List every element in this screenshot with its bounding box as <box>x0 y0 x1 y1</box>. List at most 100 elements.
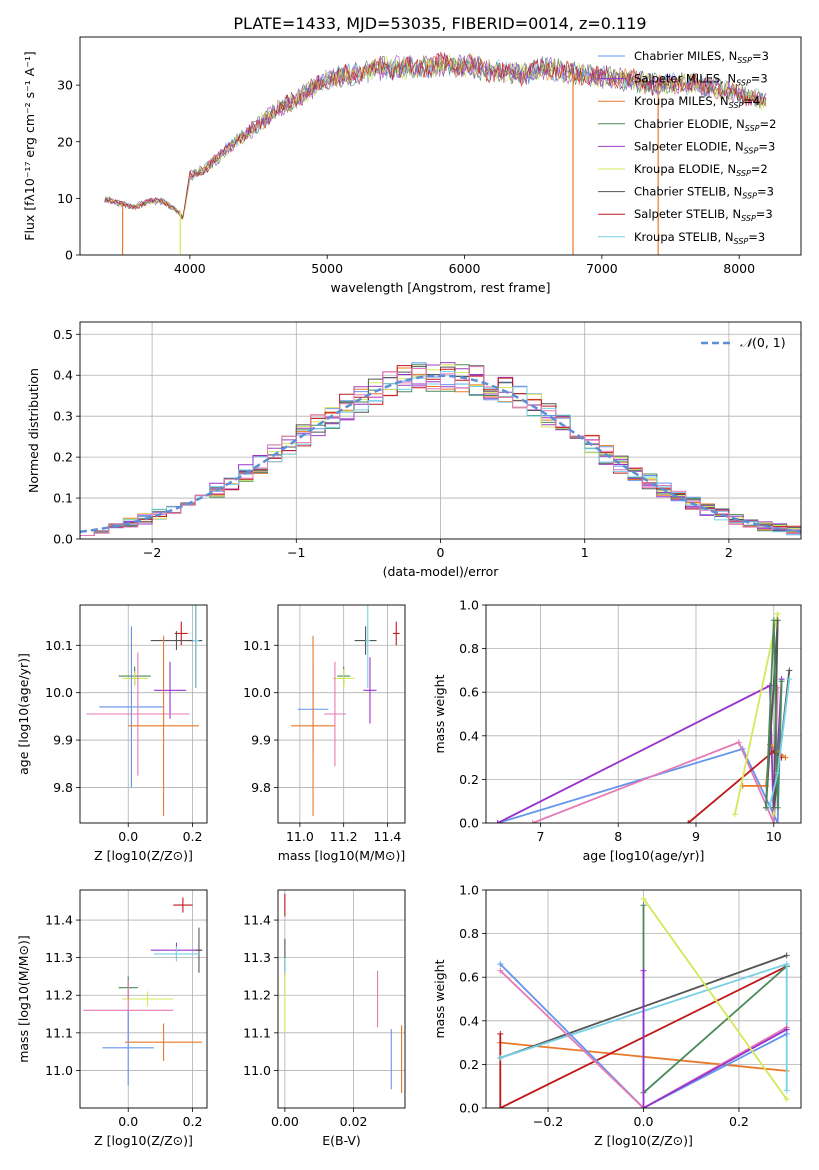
y-tick-label: 9.9 <box>53 733 73 748</box>
plot-area <box>278 605 405 823</box>
weight-series <box>640 895 790 1103</box>
weight-series <box>529 684 781 823</box>
legend: Chabrier MILES, NSSP=3 Salpeter MILES, NS… <box>598 49 776 246</box>
panel-age_vs_mass: 11.0 11.2 11.4 9.8 9.9 10.0 10.1 mass [log10(M/… <box>243 604 406 863</box>
weight-line <box>642 898 788 1100</box>
x-axis-label: age [log10(age/yr)] <box>583 848 705 863</box>
legend-entry: Salpeter ELODIE, NSSP=3 <box>634 139 775 155</box>
y-tick-label: 0.0 <box>459 1101 479 1116</box>
legend-entry: Chabrier MILES, NSSP=3 <box>634 49 769 65</box>
errorbar-point <box>125 1023 203 1062</box>
legend-entry: Salpeter STELIB, NSSP=3 <box>634 207 773 223</box>
errorbar-point <box>86 652 190 776</box>
x-tick-label: −1 <box>287 545 305 560</box>
errorbar-point <box>365 605 370 688</box>
panel-age_vs_Z: 0.0 0.2 9.8 9.9 10.0 10.1 Z [log10(Z/Z⊙)] age [… <box>16 604 208 863</box>
errorbar-point <box>332 668 355 688</box>
axes-frame <box>277 889 406 1109</box>
x-tick-label: 0.0 <box>118 829 138 844</box>
x-tick-label: 1 <box>581 545 589 560</box>
x-tick-label: 0.00 <box>271 1114 299 1129</box>
weight-line <box>765 620 783 808</box>
y-tick-label: 10.1 <box>45 638 73 653</box>
plot-area <box>80 890 207 1108</box>
y-axis-label: Normed distribution <box>26 368 41 493</box>
legend-entry: Salpeter MILES, NSSP=3 <box>634 72 768 88</box>
y-tick-label: 0.6 <box>459 685 479 700</box>
panel-mass_vs_EBV: 0.00 0.02 11.0 11.1 11.2 11.3 11.4 E(B-V) <box>243 889 406 1148</box>
y-tick-label: 0.4 <box>53 368 73 383</box>
y-tick-label: 0.8 <box>459 641 479 656</box>
y-tick-label: 0 <box>65 248 73 263</box>
y-tick-label: 0.2 <box>459 1057 479 1072</box>
x-tick-label: 6000 <box>449 261 481 276</box>
y-tick-label: 9.8 <box>251 780 271 795</box>
errorbar-point <box>291 635 335 816</box>
figure-title: PLATE=1433, MJD=53035, FIBERID=0014, z=0… <box>233 14 646 33</box>
y-tick-label: 0.2 <box>53 450 73 465</box>
y-tick-label: 11.0 <box>45 1063 73 1078</box>
plot-area <box>80 322 801 539</box>
y-tick-label: 30 <box>57 78 73 93</box>
y-tick-label: 11.3 <box>243 950 271 965</box>
x-tick-label: 8 <box>614 829 622 844</box>
legend-entry: Chabrier STELIB, NSSP=3 <box>634 185 774 201</box>
errorbar-point <box>99 626 164 788</box>
x-tick-label: 0.2 <box>183 829 203 844</box>
y-tick-label: 10.0 <box>45 685 73 700</box>
y-tick-label: 9.8 <box>53 780 73 795</box>
x-tick-label: 11.0 <box>286 829 314 844</box>
y-tick-label: 0.0 <box>459 816 479 831</box>
y-tick-label: 20 <box>57 134 73 149</box>
plot-area <box>80 605 207 823</box>
x-axis-label: (data-model)/error <box>383 564 500 579</box>
weight-line <box>642 970 788 1108</box>
panel-mass_vs_Z: 0.0 0.2 11.0 11.1 11.2 11.3 11.4 Z [log10(Z/Z⊙)… <box>16 889 208 1148</box>
errorbar-point <box>173 897 193 913</box>
y-tick-label: 11.0 <box>243 1063 271 1078</box>
y-tick-label: 1.0 <box>459 883 479 898</box>
weight-series <box>497 961 790 1094</box>
x-tick-label: 0.2 <box>183 1114 203 1129</box>
x-tick-label: 10 <box>766 829 782 844</box>
errorbar-point <box>102 1010 154 1086</box>
y-tick-label: 10.0 <box>243 685 271 700</box>
weight-series <box>766 676 793 809</box>
weight-line <box>499 970 788 1108</box>
axes-frame <box>79 36 802 256</box>
y-tick-label: 11.4 <box>243 913 271 928</box>
y-tick-label: 0.1 <box>53 491 73 506</box>
y-tick-label: 11.1 <box>45 1025 73 1040</box>
errorbar-point <box>121 671 148 686</box>
legend-entry: Kroupa MILES, NSSP=4 <box>634 94 760 110</box>
y-tick-label: 0.8 <box>459 926 479 941</box>
spectrum-line <box>104 51 767 220</box>
legend-entry: 𝒩(0, 1) <box>740 335 786 350</box>
y-tick-label: 11.1 <box>243 1025 271 1040</box>
x-tick-label: 8000 <box>723 261 755 276</box>
errorbar-point <box>192 605 199 688</box>
x-tick-label: 2 <box>725 545 733 560</box>
x-tick-label: −0.2 <box>533 1114 563 1129</box>
weight-series <box>763 617 785 811</box>
errorbar-point <box>128 635 199 816</box>
axes-frame <box>277 604 406 824</box>
y-tick-label: 0.4 <box>459 728 479 743</box>
x-axis-label: E(B-V) <box>322 1133 361 1148</box>
x-tick-label: 4000 <box>174 261 206 276</box>
axes-frame <box>485 604 802 824</box>
legend: 𝒩(0, 1) <box>701 335 786 350</box>
x-tick-label: 9 <box>692 829 700 844</box>
x-axis-label: wavelength [Angstrom, rest frame] <box>330 280 550 295</box>
y-tick-label: 9.9 <box>251 733 271 748</box>
weight-series <box>494 676 785 823</box>
plot-area <box>278 890 405 1108</box>
y-axis-label: mass weight <box>432 674 447 753</box>
y-tick-label: 0.3 <box>53 409 73 424</box>
x-tick-label: 7 <box>536 829 544 844</box>
x-tick-label: 0.02 <box>340 1114 368 1129</box>
y-axis-label: age [log10(age/yr)] <box>16 653 31 775</box>
y-tick-label: 11.2 <box>243 988 271 1003</box>
errorbar-point <box>323 661 346 767</box>
x-tick-label: 7000 <box>586 261 618 276</box>
